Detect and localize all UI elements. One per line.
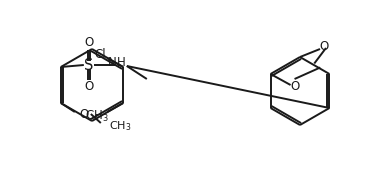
- Text: CH$_3$: CH$_3$: [85, 108, 109, 124]
- Text: O: O: [84, 37, 93, 49]
- Text: S: S: [84, 57, 94, 72]
- Text: O: O: [84, 80, 93, 93]
- Text: N: N: [108, 57, 117, 70]
- Text: O: O: [80, 107, 89, 121]
- Text: O: O: [319, 39, 328, 52]
- Text: H: H: [116, 57, 125, 70]
- Text: CH$_3$: CH$_3$: [109, 119, 131, 133]
- Text: O: O: [290, 80, 299, 93]
- Text: Cl: Cl: [94, 48, 106, 61]
